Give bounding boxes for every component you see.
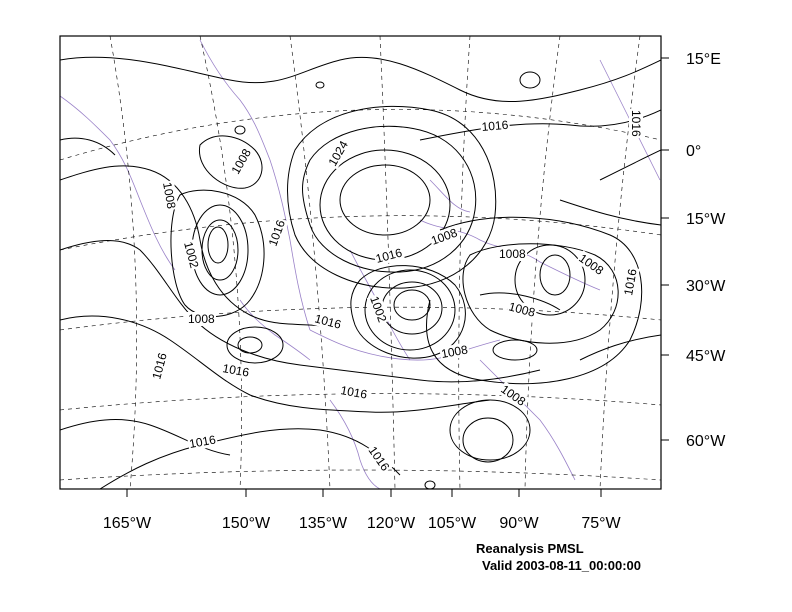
contour-label: 1008 (160, 181, 178, 210)
contour-label: 1016 (629, 110, 643, 137)
lon-tick-label: 120°W (367, 515, 416, 532)
caption-title: Reanalysis PMSL (476, 541, 584, 556)
contour-label: 1008 (499, 247, 526, 261)
contour-label: 1008 (507, 299, 537, 320)
map-frame (59, 35, 662, 490)
contour-label: 1016 (221, 361, 250, 379)
contour-label: 1016 (188, 432, 217, 450)
contour-label: 1008 (429, 225, 459, 247)
isobars (60, 56, 661, 489)
contour-label: 1016 (374, 245, 404, 266)
contour-label: 1016 (266, 218, 288, 248)
lat-tick-label: 45°W (686, 348, 726, 365)
contour-label: 1016 (621, 267, 639, 296)
lat-tick-label: 60°W (686, 433, 726, 450)
lon-tick-label: 165°W (103, 515, 152, 532)
graticule (60, 36, 661, 489)
contour-label: 1016 (339, 383, 368, 401)
lat-tick-label: 30°W (686, 278, 726, 295)
lat-tick-label: 0° (686, 143, 701, 160)
lon-tick-label: 105°W (428, 515, 477, 532)
contour-label: 1002 (181, 240, 202, 270)
lon-tick-label: 135°W (299, 515, 348, 532)
bottom-axis (126, 489, 602, 497)
bottom-axis-labels: 165°W 150°W 135°W 120°W 105°W 90°W 75°W (103, 515, 622, 532)
contour-label: 1016 (149, 351, 170, 381)
lon-tick-label: 75°W (581, 515, 621, 532)
lat-tick-label: 15°E (686, 51, 721, 68)
caption-valid-time: Valid 2003-08-11_00:00:00 (482, 558, 642, 573)
contour-label: 1002 (367, 294, 389, 324)
right-axis (661, 57, 669, 441)
lat-tick-label: 15°W (686, 211, 726, 228)
contour-label-group: 1016 1016 1008 1024 1008 1016 1002 1016 … (149, 109, 643, 475)
contour-label: 1008 (188, 312, 215, 326)
lon-tick-label: 150°W (222, 515, 271, 532)
contour-label: 1016 (481, 118, 509, 134)
contour-label: 1008 (440, 342, 469, 360)
right-axis-labels: 15°E 0° 15°W 30°W 45°W 60°W (686, 51, 726, 450)
lon-tick-label: 90°W (499, 515, 539, 532)
coastlines (60, 39, 661, 489)
contour-label: 1016 (313, 311, 343, 332)
